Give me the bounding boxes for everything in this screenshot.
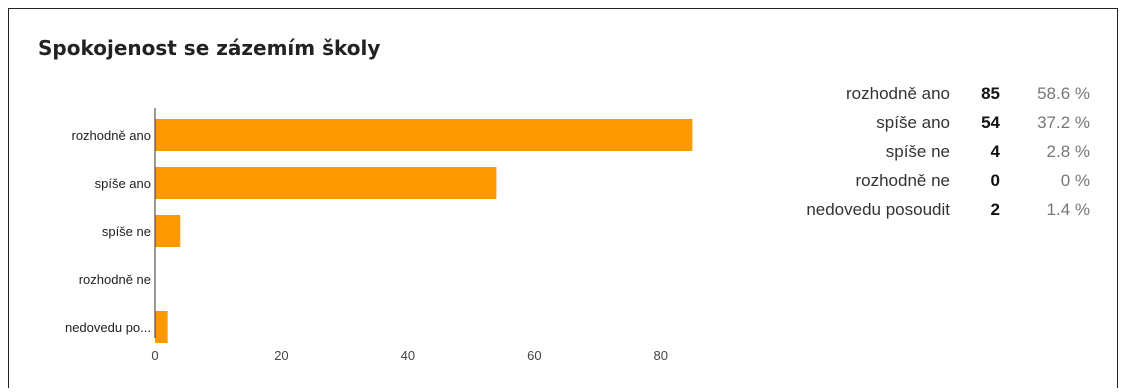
summary-row: rozhodně ano 85 58.6 %	[700, 84, 1100, 113]
category-label: nedovedu po...	[65, 320, 151, 335]
summary-percent: 0 %	[1060, 171, 1090, 190]
summary-percent: 1.4 %	[1046, 200, 1090, 219]
summary-label: rozhodně ne	[855, 171, 950, 190]
summary-count: 4	[990, 142, 1000, 161]
summary-label: rozhodně ano	[846, 84, 950, 103]
summary-count: 2	[990, 200, 1000, 219]
x-tick-label: 80	[654, 348, 668, 363]
category-label: rozhodně ne	[79, 272, 151, 287]
x-tick-label: 20	[274, 348, 288, 363]
summary-percent: 37.2 %	[1037, 113, 1090, 132]
summary-label: spíše ne	[885, 142, 950, 161]
summary-row: nedovedu posoudit 2 1.4 %	[700, 200, 1100, 229]
bar	[155, 215, 181, 247]
summary-label: nedovedu posoudit	[806, 200, 950, 219]
bar-chart: rozhodně ano spíše ano spíše ne rozhodně ne…	[65, 108, 693, 363]
chart-title: Spokojenost se zázemím školy	[38, 36, 381, 60]
summary-count: 54	[981, 113, 1000, 132]
summary-row: spíše ano 54 37.2 %	[700, 113, 1100, 142]
bar	[155, 311, 168, 343]
bar	[155, 167, 497, 199]
summary-percent: 2.8 %	[1046, 142, 1090, 161]
summary-table: rozhodně ano 85 58.6 % spíše ano 54 37.2 % spí…	[700, 84, 1100, 229]
category-label: spíše ne	[102, 224, 151, 239]
summary-row: spíše ne 4 2.8 %	[700, 142, 1100, 171]
bar	[155, 119, 693, 151]
summary-count: 85	[981, 84, 1000, 103]
summary-label: spíše ano	[876, 113, 950, 132]
category-label: rozhodně ano	[71, 128, 151, 143]
x-tick-label: 0	[151, 348, 158, 363]
summary-row: rozhodně ne 0 0 %	[700, 171, 1100, 200]
x-tick-label: 40	[401, 348, 415, 363]
summary-count: 0	[990, 171, 1000, 190]
summary-percent: 58.6 %	[1037, 84, 1090, 103]
x-tick-label: 60	[527, 348, 541, 363]
category-label: spíše ano	[95, 176, 151, 191]
